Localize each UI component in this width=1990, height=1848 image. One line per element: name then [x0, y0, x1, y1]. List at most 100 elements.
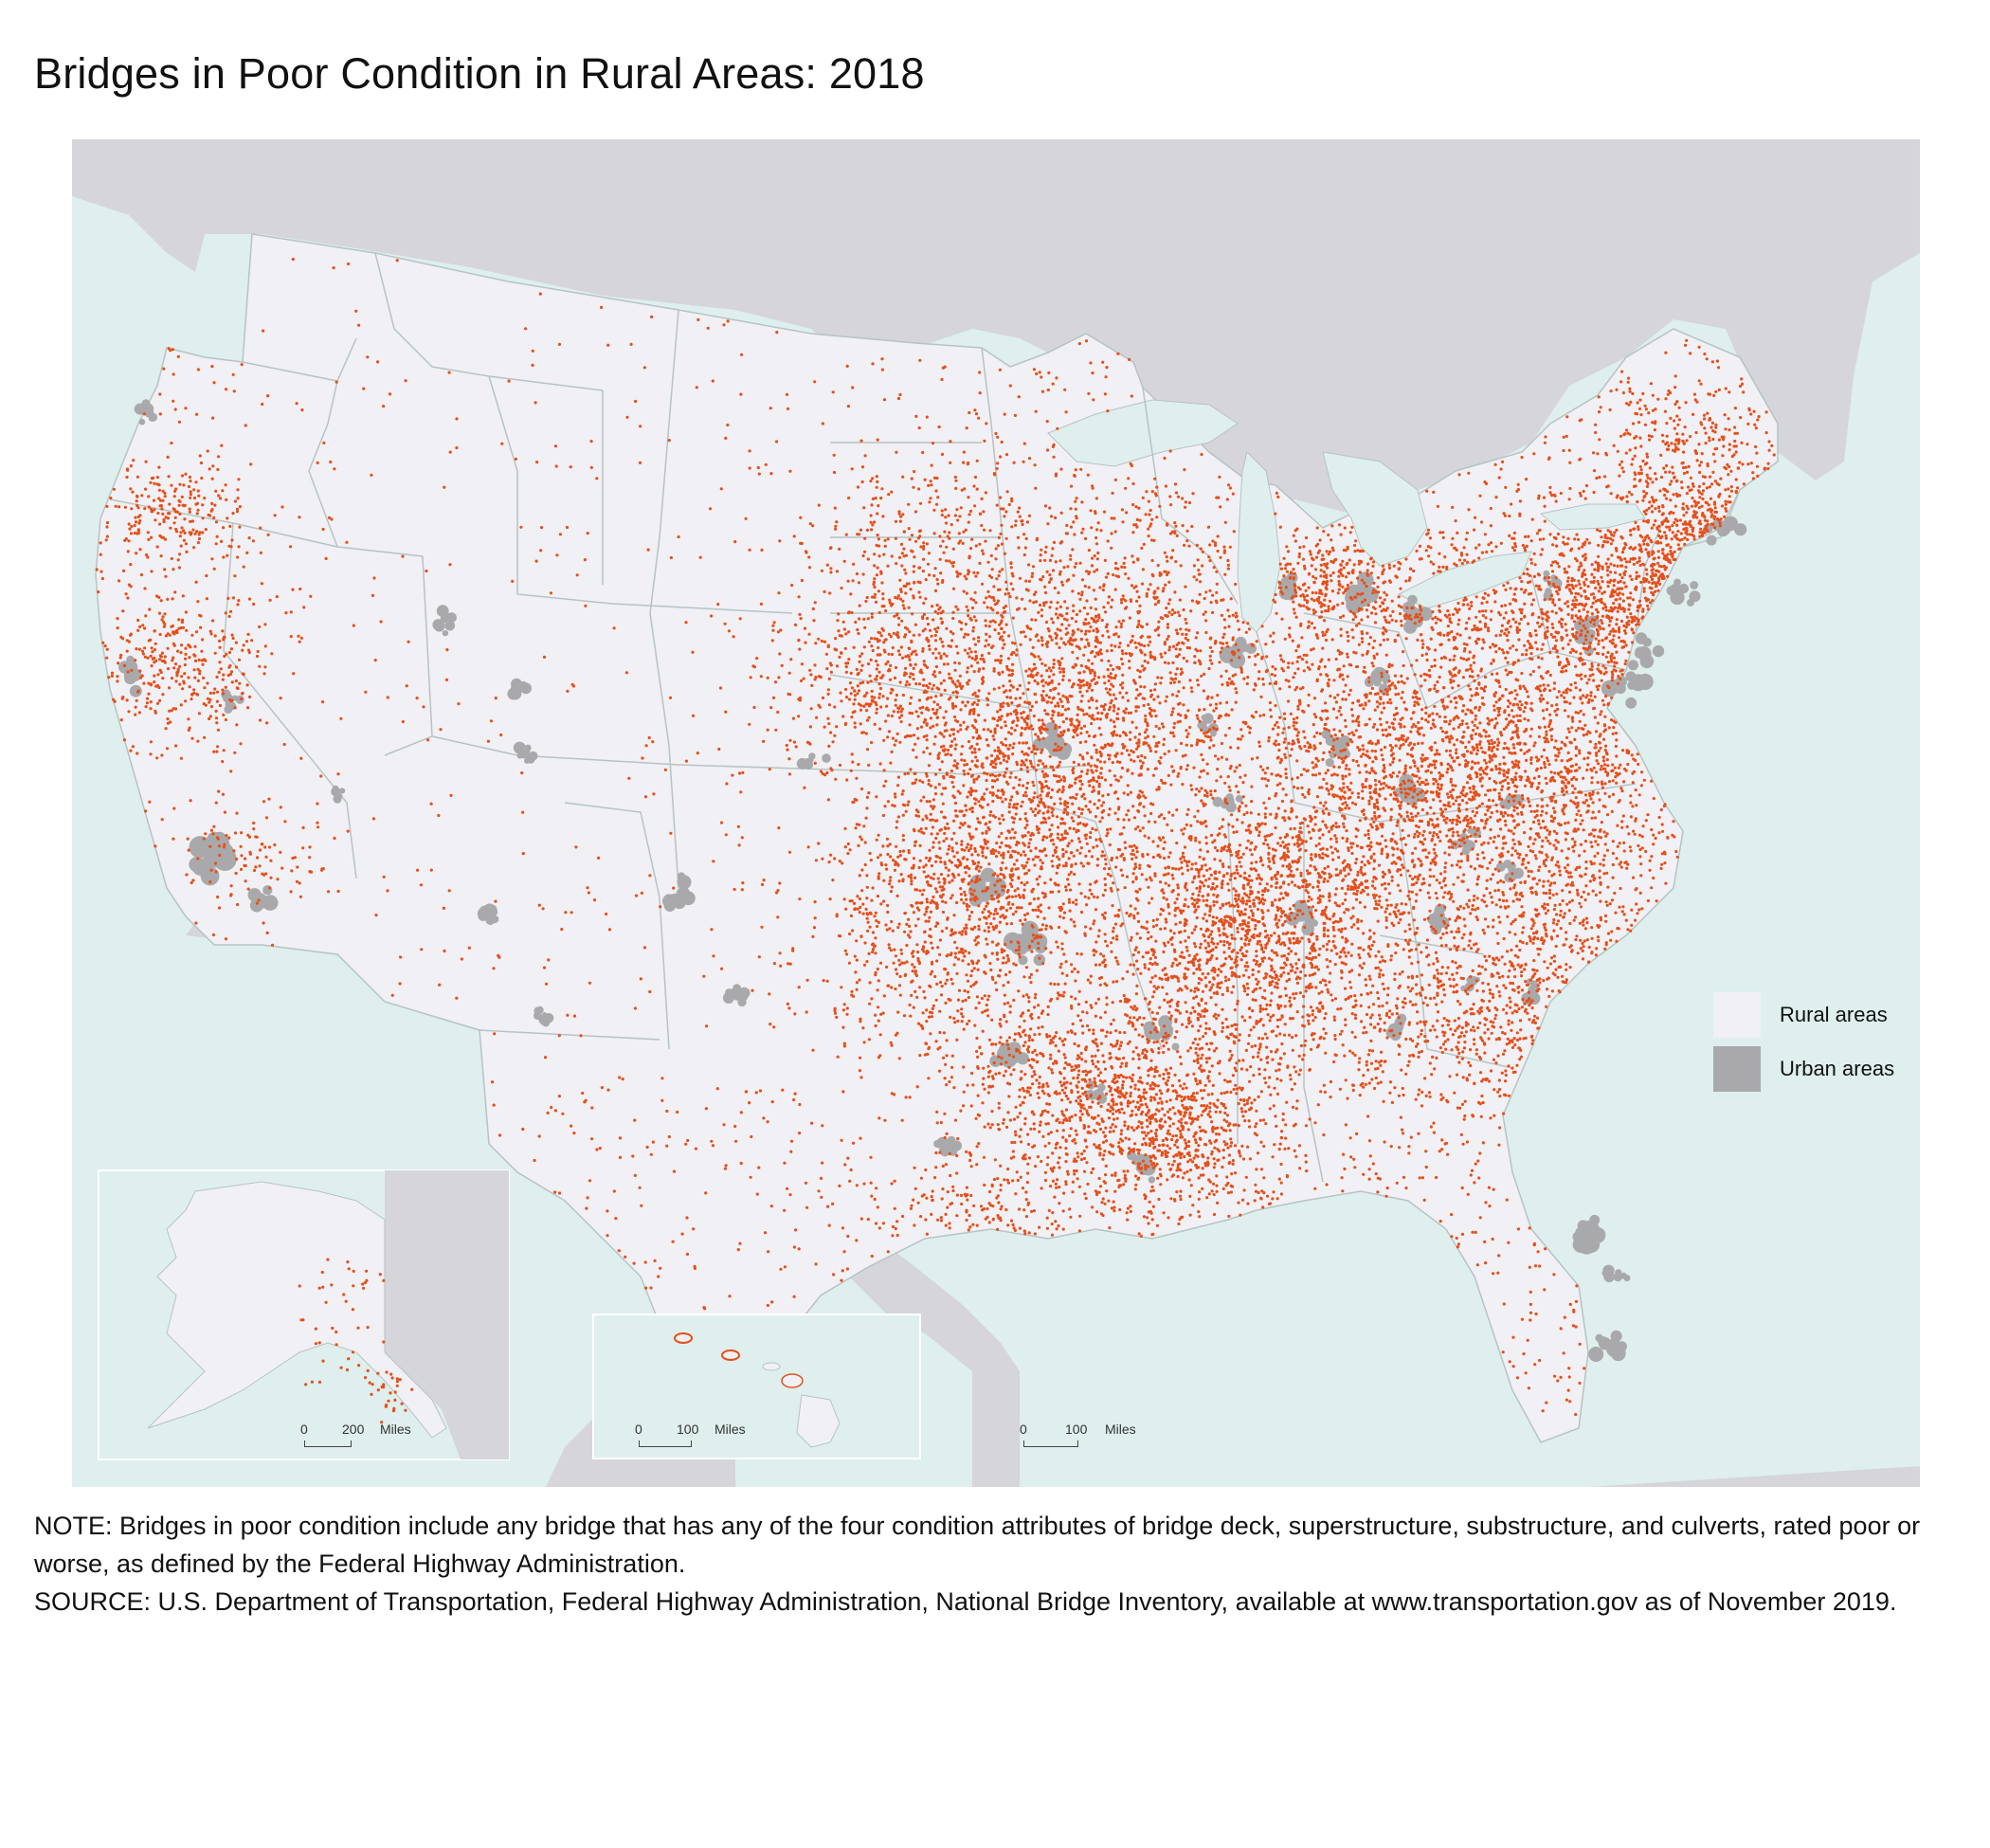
- bridge-dot: [1100, 659, 1104, 662]
- bridge-dot: [991, 799, 995, 804]
- bridge-dot: [841, 620, 845, 624]
- bridge-dot: [931, 605, 934, 608]
- bridge-dot: [1060, 833, 1064, 837]
- bridge-dot: [1062, 776, 1066, 780]
- bridge-dot: [1166, 623, 1169, 626]
- bridge-dot: [979, 865, 983, 869]
- map-frame: [72, 139, 1920, 1487]
- bridge-dot: [1075, 562, 1078, 566]
- bridge-dot: [1199, 1024, 1203, 1028]
- bridge-dot: [1217, 1013, 1221, 1017]
- bridge-dot: [1052, 842, 1056, 846]
- bridge-dot: [1354, 897, 1359, 901]
- bridge-dot: [1085, 771, 1089, 776]
- bridge-dot: [1238, 861, 1241, 864]
- bridge-dot: [1227, 978, 1231, 982]
- bridge-dot: [1167, 865, 1170, 869]
- bridge-dot: [1246, 839, 1250, 842]
- bridge-dot: [1085, 752, 1089, 755]
- bridge-dot: [1047, 806, 1051, 809]
- urban-area: [1615, 676, 1627, 688]
- bridge-dot: [1255, 640, 1258, 643]
- bridge-dot: [1208, 559, 1212, 563]
- bridge-dot: [1274, 976, 1277, 980]
- bridge-dot: [1311, 945, 1314, 949]
- bridge-dot: [1196, 631, 1200, 635]
- bridge-dot: [969, 664, 973, 668]
- urban-area: [1509, 861, 1516, 870]
- bridge-dot: [1219, 701, 1222, 705]
- bridge-dot: [945, 837, 949, 841]
- bridge-dot: [1177, 867, 1181, 871]
- bridge-dot: [1008, 775, 1012, 779]
- bridge-dot: [876, 895, 880, 898]
- bridge-dot: [1137, 1066, 1141, 1070]
- bridge-dot: [738, 617, 742, 621]
- bridge-dot: [1131, 880, 1135, 884]
- bridge-dot: [928, 915, 932, 919]
- bridge-dot: [901, 838, 906, 842]
- bridge-dot: [1008, 855, 1012, 860]
- bridge-dot: [1162, 891, 1166, 895]
- bridge-dot: [1198, 855, 1202, 859]
- bridge-dot: [1193, 989, 1197, 993]
- bridge-dot: [926, 874, 931, 879]
- bridge-dot: [967, 771, 970, 776]
- bridge-dot: [1060, 1040, 1064, 1043]
- bridge-dot: [1055, 749, 1059, 752]
- bridge-dot: [1178, 701, 1182, 705]
- bridge-dot: [1093, 919, 1096, 923]
- bridge-dot: [1224, 669, 1228, 673]
- bridge-dot: [967, 824, 970, 828]
- bridge-dot: [1215, 590, 1219, 594]
- bridge-dot: [1195, 543, 1199, 547]
- bridge-dot: [1189, 686, 1193, 690]
- bridge-dot: [1110, 682, 1113, 686]
- bridge-dot: [1261, 922, 1265, 926]
- bridge-dot: [1061, 583, 1065, 587]
- bridge-dot: [1245, 1101, 1249, 1105]
- bridge-dot: [1118, 999, 1123, 1004]
- bridge-dot: [1270, 958, 1274, 962]
- bridge-dot: [1056, 836, 1059, 840]
- bridge-dot: [1112, 1103, 1115, 1107]
- urban-area: [1505, 803, 1511, 810]
- bridge-dot: [930, 696, 933, 699]
- bridge-dot: [1158, 1074, 1162, 1078]
- bridge-dot: [1287, 679, 1291, 683]
- bridge-dot: [1220, 886, 1223, 890]
- bridge-dot: [1014, 812, 1018, 816]
- bridge-dot: [1006, 747, 1010, 751]
- bridge-dot: [969, 787, 973, 790]
- bridge-dot: [1019, 853, 1022, 857]
- bridge-dot: [772, 962, 777, 966]
- bridge-dot: [912, 633, 916, 637]
- bridge-dot: [1053, 802, 1057, 806]
- bridge-dot: [1170, 710, 1174, 714]
- bridge-dot: [1040, 636, 1043, 640]
- bridge-dot: [1294, 1154, 1298, 1158]
- bridge-dot: [1048, 828, 1052, 832]
- bridge-dot: [891, 804, 895, 807]
- bridge-dot: [773, 680, 778, 684]
- bridge-dot: [1074, 620, 1078, 624]
- bridge-dot: [1335, 794, 1339, 798]
- bridge-dot: [886, 735, 890, 739]
- bridge-dot: [1204, 842, 1208, 845]
- bridge-dot: [916, 715, 920, 718]
- bridge-dot: [1145, 927, 1149, 931]
- bridge-dot: [1122, 818, 1126, 822]
- bridge-dot: [1051, 1151, 1055, 1155]
- bridge-dot: [1168, 671, 1172, 675]
- bridge-dot: [1217, 1132, 1221, 1136]
- bridge-dot: [914, 710, 918, 714]
- bridge-dot: [858, 911, 861, 915]
- bridge-dot: [1015, 842, 1019, 847]
- bridge-dot: [1209, 887, 1214, 891]
- bridge-dot: [1069, 507, 1073, 511]
- bridge-dot: [996, 788, 1000, 792]
- bridge-dot: [944, 721, 948, 725]
- bridge-dot: [1196, 820, 1200, 824]
- bridge-dot: [968, 679, 971, 682]
- urban-area: [489, 908, 498, 916]
